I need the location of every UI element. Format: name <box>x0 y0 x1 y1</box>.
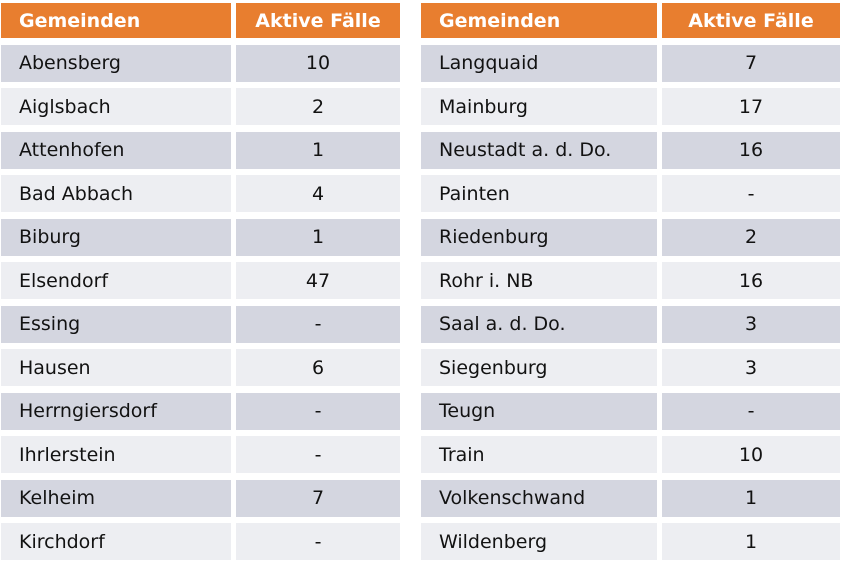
cases-cell: 17 <box>662 88 840 125</box>
municipality-cell: Bad Abbach <box>1 175 231 212</box>
cases-cell: 6 <box>236 349 400 386</box>
table-panel-left: Gemeinden Aktive Fälle Abensberg 10 Aigl… <box>1 3 400 560</box>
cases-cell: - <box>236 436 400 473</box>
cases-cell: 3 <box>662 349 840 386</box>
municipality-cell: Mainburg <box>421 88 657 125</box>
cases-cell: - <box>236 523 400 560</box>
municipality-cell: Attenhofen <box>1 131 231 169</box>
cases-cell: 1 <box>662 523 840 560</box>
municipality-cell: Saal a. d. Do. <box>421 305 657 343</box>
municipality-cell: Painten <box>421 175 657 212</box>
municipality-cell: Siegenburg <box>421 349 657 386</box>
cases-cell: - <box>236 392 400 430</box>
municipality-cell: Rohr i. NB <box>421 262 657 299</box>
column-header-gemeinden: Gemeinden <box>1 3 231 38</box>
cases-cell: 7 <box>662 44 840 82</box>
municipality-cell: Essing <box>1 305 231 343</box>
cases-cell: 10 <box>236 44 400 82</box>
cases-cell: 3 <box>662 305 840 343</box>
municipality-cell: Aiglsbach <box>1 88 231 125</box>
column-header-gemeinden: Gemeinden <box>421 3 657 38</box>
cases-cell: 16 <box>662 131 840 169</box>
municipality-cell: Train <box>421 436 657 473</box>
municipality-cell: Ihrlerstein <box>1 436 231 473</box>
cases-cell: 2 <box>236 88 400 125</box>
cases-cell: 1 <box>236 218 400 256</box>
municipality-cell: Kirchdorf <box>1 523 231 560</box>
municipality-cell: Teugn <box>421 392 657 430</box>
municipality-cell: Elsendorf <box>1 262 231 299</box>
cases-cell: 2 <box>662 218 840 256</box>
municipality-cell: Volkenschwand <box>421 479 657 517</box>
municipality-cell: Langquaid <box>421 44 657 82</box>
table-panel-right: Gemeinden Aktive Fälle Langquaid 7 Mainb… <box>421 3 840 560</box>
column-header-aktive-faelle: Aktive Fälle <box>662 3 840 38</box>
municipality-cell: Biburg <box>1 218 231 256</box>
cases-cell: 7 <box>236 479 400 517</box>
cases-cell: 47 <box>236 262 400 299</box>
cases-cell: 10 <box>662 436 840 473</box>
cases-cell: - <box>662 175 840 212</box>
cases-cell: - <box>236 305 400 343</box>
cases-cell: 1 <box>662 479 840 517</box>
municipality-cell: Abensberg <box>1 44 231 82</box>
municipality-cell: Hausen <box>1 349 231 386</box>
municipality-cell: Kelheim <box>1 479 231 517</box>
cases-cell: - <box>662 392 840 430</box>
municipality-cell: Herrngiersdorf <box>1 392 231 430</box>
cases-cell: 16 <box>662 262 840 299</box>
cases-cell: 4 <box>236 175 400 212</box>
municipality-cell: Wildenberg <box>421 523 657 560</box>
municipality-cell: Riedenburg <box>421 218 657 256</box>
column-header-aktive-faelle: Aktive Fälle <box>236 3 400 38</box>
cases-cell: 1 <box>236 131 400 169</box>
municipality-cell: Neustadt a. d. Do. <box>421 131 657 169</box>
